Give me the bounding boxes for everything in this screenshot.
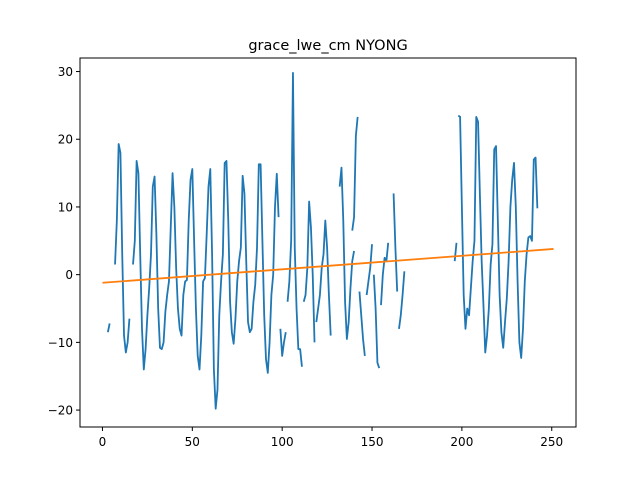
y-tick-label: −20 bbox=[48, 404, 73, 418]
x-tick-label: 100 bbox=[271, 435, 294, 449]
series-2 bbox=[102, 248, 554, 284]
y-tick-label: 0 bbox=[65, 268, 73, 282]
y-axis: −20 −10 0 10 20 30 bbox=[48, 65, 80, 418]
x-tick-label: 150 bbox=[361, 435, 384, 449]
chart-title: grace_lwe_cm NYONG bbox=[248, 38, 407, 54]
y-tick-label: 20 bbox=[58, 133, 73, 147]
series-1-line-segment bbox=[392, 193, 399, 292]
plot-area bbox=[102, 72, 554, 410]
series-1-line-segment bbox=[351, 116, 359, 231]
series-1-line-segment bbox=[365, 244, 373, 296]
axes-frame bbox=[79, 57, 577, 428]
series-1-line-segment bbox=[380, 242, 390, 306]
series-1-line-segment bbox=[372, 274, 381, 369]
x-axis: 0 50 100 150 200 250 bbox=[99, 427, 563, 449]
series-1-line-segment bbox=[358, 291, 366, 357]
x-tick-label: 250 bbox=[540, 435, 563, 449]
y-tick-label: 10 bbox=[58, 200, 73, 214]
series-1-line-segment bbox=[114, 143, 131, 354]
series-1-line-segment bbox=[398, 271, 406, 329]
series-1-line-segment bbox=[279, 328, 287, 357]
series-1-line-segment bbox=[106, 323, 111, 333]
x-tick-label: 0 bbox=[99, 435, 107, 449]
series-2-line-segment bbox=[102, 248, 554, 284]
series-1-line-segment bbox=[315, 219, 332, 336]
x-tick-label: 200 bbox=[450, 435, 473, 449]
x-tick-label: 50 bbox=[185, 435, 200, 449]
series-1-line-segment bbox=[457, 114, 539, 359]
y-tick-label: 30 bbox=[58, 65, 73, 79]
y-tick-label: −10 bbox=[48, 336, 73, 350]
series-1-line-segment bbox=[453, 242, 458, 262]
series-1-line-segment bbox=[302, 200, 316, 343]
series-1-line-segment bbox=[338, 166, 355, 340]
series-1 bbox=[106, 72, 539, 410]
series-1-line-segment bbox=[132, 160, 280, 410]
